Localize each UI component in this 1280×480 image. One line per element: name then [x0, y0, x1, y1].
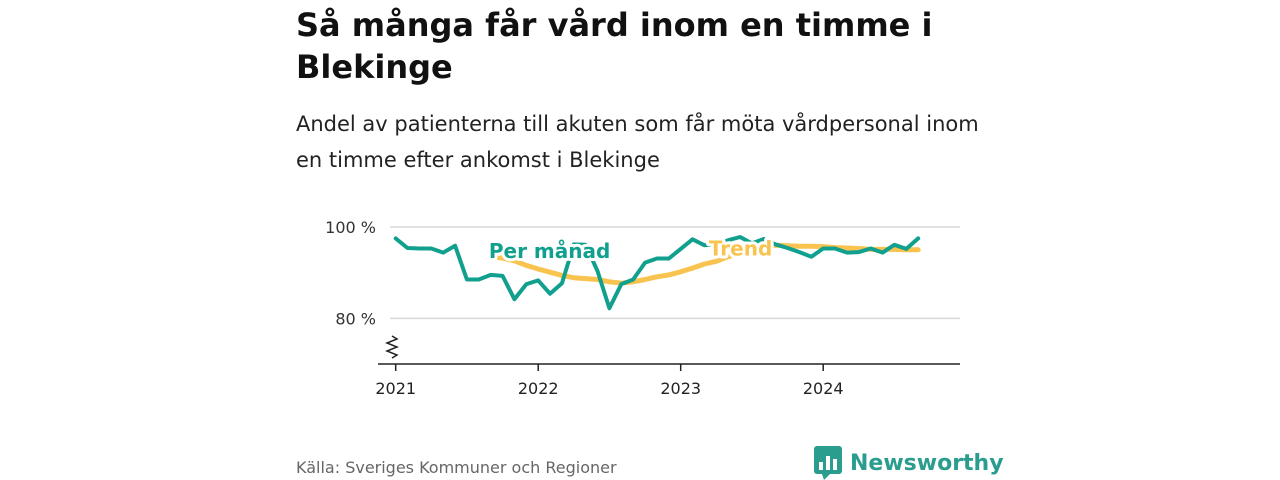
series-labels: Per månad Trend: [486, 233, 775, 266]
y-tick-label-1: 100 %: [325, 218, 376, 237]
line-chart: 80 % 100 % 2021 2022 2023 2024 Per månad Trend: [325, 218, 960, 398]
x-tick-label-0: 2021: [375, 379, 416, 398]
brand[interactable]: Newsworthy: [814, 446, 1004, 480]
x-tick-label-2: 2023: [660, 379, 701, 398]
source-note: Källa: Sveriges Kommuner och Regioner: [296, 458, 617, 477]
chart-title: Så många får vård inom en timme i Blekin…: [296, 6, 933, 86]
newsworthy-logo-icon: [814, 446, 842, 480]
monthly-series-label: Per månad: [489, 239, 610, 263]
brand-name: Newsworthy: [850, 450, 1004, 476]
x-tick-label-1: 2022: [518, 379, 559, 398]
axes: 80 % 100 % 2021 2022 2023 2024: [325, 218, 960, 398]
axis-break-icon: [384, 335, 400, 359]
monthly-series-line: [393, 235, 921, 311]
trend-series-label: Trend: [709, 236, 772, 260]
gridlines: [390, 226, 960, 320]
series: [393, 235, 921, 311]
chart-subtitle: Andel av patienterna till akuten som får…: [296, 112, 979, 172]
x-tick-label-3: 2024: [803, 379, 844, 398]
trend-series-line: [488, 242, 921, 286]
y-tick-label-0: 80 %: [335, 309, 376, 328]
